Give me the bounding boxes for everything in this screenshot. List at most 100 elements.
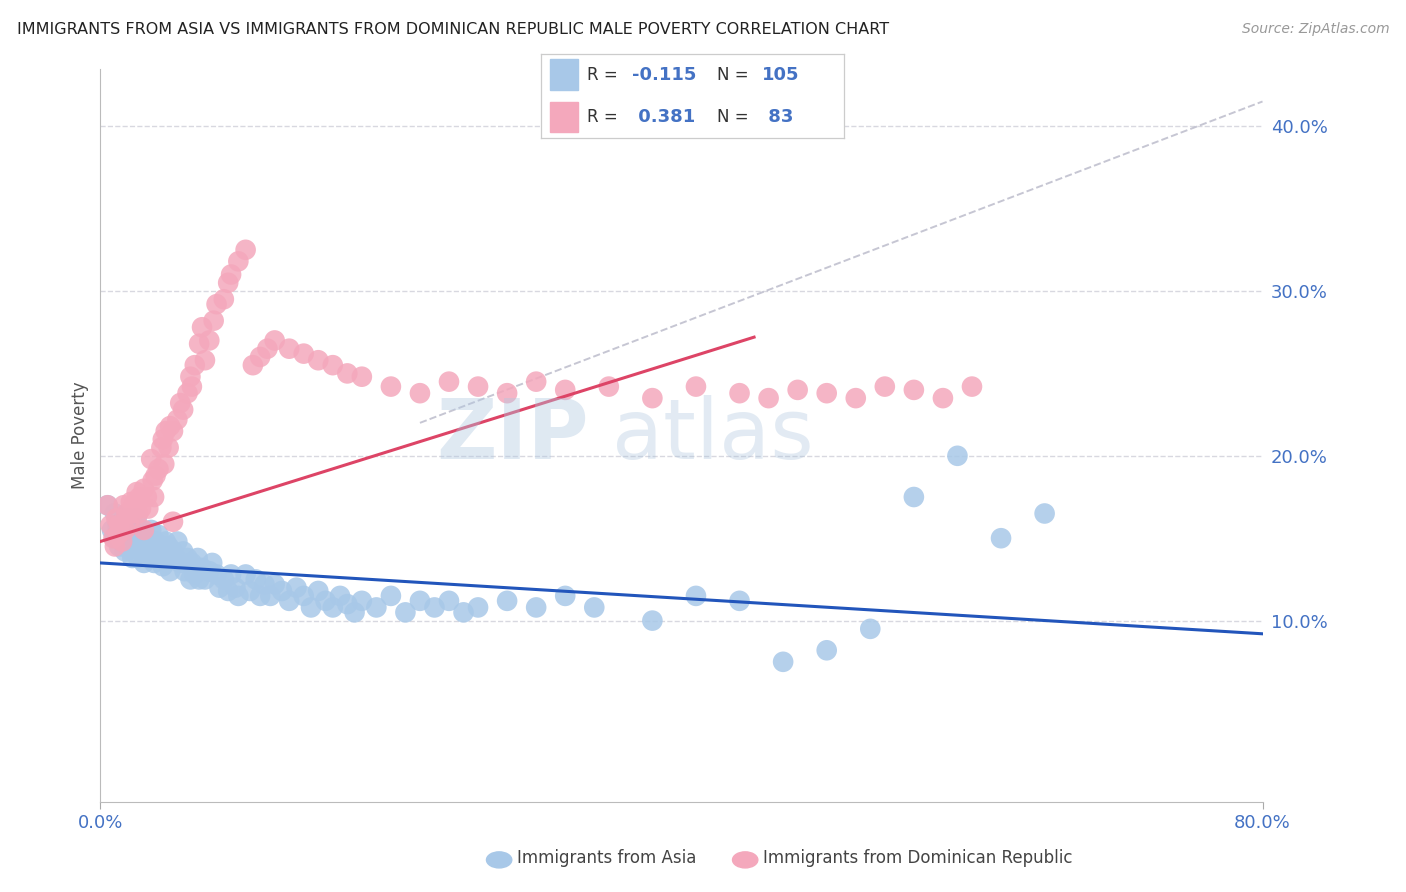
Text: 0.381: 0.381 — [633, 108, 695, 126]
Point — [166, 534, 188, 549]
Point — [127, 507, 149, 521]
Point — [299, 600, 322, 615]
Point — [394, 606, 416, 620]
Point — [107, 528, 129, 542]
Point — [141, 523, 163, 537]
Point — [97, 498, 120, 512]
Point — [159, 564, 181, 578]
Point — [112, 523, 135, 537]
Point — [184, 358, 207, 372]
Point — [121, 507, 143, 521]
Point — [496, 594, 519, 608]
Point — [253, 577, 276, 591]
Point — [212, 573, 235, 587]
Point — [990, 531, 1012, 545]
Point — [815, 386, 838, 401]
Point — [136, 534, 159, 549]
Point — [118, 518, 141, 533]
Point — [139, 551, 162, 566]
Point — [786, 383, 808, 397]
Point — [159, 419, 181, 434]
Point — [132, 556, 155, 570]
Text: R =: R = — [586, 108, 623, 126]
Point — [132, 523, 155, 537]
Point — [122, 528, 145, 542]
Point — [132, 534, 155, 549]
Point — [453, 606, 475, 620]
Point — [228, 589, 250, 603]
Point — [205, 297, 228, 311]
Point — [307, 353, 329, 368]
Point — [256, 342, 278, 356]
Point — [191, 320, 214, 334]
Point — [128, 540, 150, 554]
Point — [148, 462, 170, 476]
Point — [118, 542, 141, 557]
Point — [120, 495, 142, 509]
Point — [169, 396, 191, 410]
Point — [380, 379, 402, 393]
Point — [142, 474, 165, 488]
Point — [641, 614, 664, 628]
Point — [105, 511, 128, 525]
Point — [179, 573, 201, 587]
Point — [97, 498, 120, 512]
Point — [104, 531, 127, 545]
Point — [224, 581, 246, 595]
Point — [685, 379, 707, 393]
Point — [162, 424, 184, 438]
Point — [322, 600, 344, 615]
Point — [150, 540, 173, 554]
Text: N =: N = — [717, 108, 754, 126]
Point — [239, 584, 262, 599]
Point — [194, 573, 217, 587]
Bar — [550, 102, 578, 132]
Point — [292, 346, 315, 360]
Point — [149, 551, 172, 566]
Point — [188, 336, 211, 351]
Point — [187, 551, 209, 566]
Point — [728, 386, 751, 401]
Point — [125, 485, 148, 500]
Point — [157, 441, 180, 455]
Point — [125, 511, 148, 525]
Point — [184, 567, 207, 582]
Point — [815, 643, 838, 657]
Point — [263, 577, 285, 591]
Point — [217, 276, 239, 290]
Point — [685, 589, 707, 603]
Point — [583, 600, 606, 615]
Point — [259, 589, 281, 603]
Point — [467, 600, 489, 615]
Point — [496, 386, 519, 401]
Point — [932, 391, 955, 405]
Point — [329, 589, 352, 603]
Point — [162, 515, 184, 529]
Point — [172, 402, 194, 417]
Point — [120, 534, 142, 549]
Point — [162, 544, 184, 558]
Point — [437, 375, 460, 389]
Point — [198, 334, 221, 348]
Point — [285, 581, 308, 595]
Point — [117, 511, 139, 525]
Point — [176, 386, 198, 401]
Point — [115, 507, 138, 521]
Point — [121, 551, 143, 566]
Point — [409, 386, 432, 401]
Point — [121, 523, 143, 537]
Point — [554, 589, 576, 603]
Point — [132, 482, 155, 496]
Point — [554, 383, 576, 397]
Point — [903, 490, 925, 504]
Point — [437, 594, 460, 608]
Point — [155, 534, 177, 549]
Point — [111, 515, 134, 529]
Point — [104, 540, 127, 554]
Point — [524, 375, 547, 389]
Text: R =: R = — [586, 66, 623, 84]
Text: 83: 83 — [762, 108, 793, 126]
Point — [111, 534, 134, 549]
Point — [343, 606, 366, 620]
Point — [202, 313, 225, 327]
